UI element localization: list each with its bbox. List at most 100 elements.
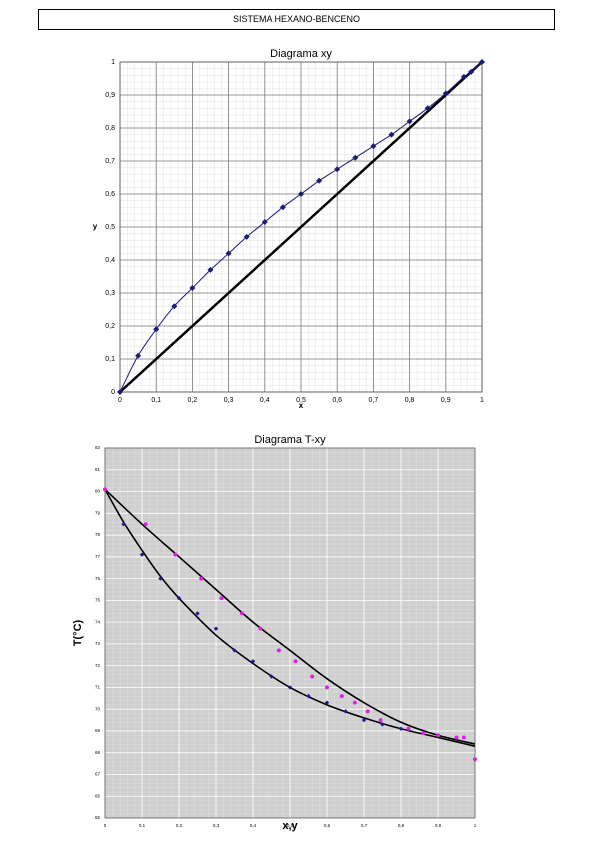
data-point xyxy=(195,611,200,616)
x-tick-label: 0,7 xyxy=(369,397,379,404)
x-tick-label: 0,5 xyxy=(287,823,294,828)
data-point xyxy=(261,219,268,226)
data-point xyxy=(250,659,256,664)
x-tick-label: 1 xyxy=(480,397,484,404)
y-tick-label: 0,7 xyxy=(105,158,115,165)
y-tick-label: 77 xyxy=(95,554,101,559)
data-point xyxy=(243,233,250,240)
y-tick-label: 0,4 xyxy=(105,257,115,264)
data-point xyxy=(219,596,224,601)
data-point xyxy=(306,693,311,699)
series-line xyxy=(119,61,483,393)
data-point xyxy=(139,552,145,557)
y-tick-label: 81 xyxy=(95,467,101,472)
x-tick-label: 0,4 xyxy=(250,823,257,828)
x-axis-label: x xyxy=(299,401,304,410)
y-tick-label: 73 xyxy=(95,641,101,646)
y-tick-label: 0,6 xyxy=(105,191,115,198)
data-point xyxy=(225,250,232,257)
data-point xyxy=(173,552,178,557)
x-tick-label: 0,1 xyxy=(151,397,161,404)
data-point xyxy=(199,576,204,581)
x-tick-label: 0 xyxy=(104,823,107,828)
x-axis-label: x,y xyxy=(282,820,298,832)
data-point xyxy=(370,143,377,150)
y-tick-label: 70 xyxy=(95,706,101,711)
data-point xyxy=(293,659,298,664)
data-point xyxy=(158,576,163,581)
data-point xyxy=(279,204,286,211)
x-tick-label: 0,7 xyxy=(361,823,368,828)
y-tick-label: 0,5 xyxy=(105,224,115,231)
data-point xyxy=(380,722,385,727)
y-tick-label: 79 xyxy=(95,510,101,515)
y-tick-label: 71 xyxy=(95,685,101,690)
chart-title: Diagrama xy xyxy=(270,48,332,60)
y-axis-label: T(°C) xyxy=(72,619,84,646)
data-point xyxy=(213,626,219,631)
x-tick-label: 0,8 xyxy=(405,397,415,404)
x-tick-label: 0,6 xyxy=(324,823,331,828)
data-point xyxy=(361,717,367,723)
header-title: SISTEMA HEXANO-BENCENO xyxy=(38,9,555,30)
data-point xyxy=(121,521,126,527)
data-point xyxy=(352,700,357,705)
data-point xyxy=(378,718,383,723)
plot-frame xyxy=(104,447,476,819)
x-tick-label: 0,9 xyxy=(441,397,451,404)
data-point xyxy=(479,59,485,65)
y-tick-label: 66 xyxy=(95,793,101,798)
data-point xyxy=(436,733,440,738)
y-tick-label: 76 xyxy=(95,576,101,581)
chart-title: Diagrama T-xy xyxy=(254,434,326,446)
data-point xyxy=(171,303,178,310)
data-point xyxy=(325,685,329,690)
data-point xyxy=(388,131,395,138)
y-tick-label: 0 xyxy=(111,389,115,396)
data-point xyxy=(424,105,431,112)
data-point xyxy=(143,522,148,527)
data-point xyxy=(339,694,344,699)
x-tick-label: 0,5 xyxy=(296,397,306,404)
y-tick-label: 0,2 xyxy=(105,323,115,330)
x-tick-label: 0,9 xyxy=(435,823,442,828)
y-tick-label: 74 xyxy=(95,619,101,624)
plot-frame xyxy=(119,61,483,393)
y-tick-label: 72 xyxy=(95,663,101,668)
data-point xyxy=(298,191,304,197)
data-point xyxy=(473,757,477,762)
y-tick-label: 69 xyxy=(95,728,101,733)
data-point xyxy=(343,709,348,714)
y-axis-label: y xyxy=(93,222,98,231)
data-point xyxy=(287,685,293,690)
y-tick-label: 82 xyxy=(95,445,101,450)
y-tick-label: 0,3 xyxy=(105,290,115,297)
y-tick-label: 0,1 xyxy=(105,356,115,363)
x-tick-label: 0 xyxy=(118,397,122,404)
y-tick-label: 65 xyxy=(95,815,101,820)
data-point xyxy=(406,118,413,125)
y-tick-label: 68 xyxy=(95,750,101,755)
data-point xyxy=(310,674,315,679)
data-point xyxy=(117,389,123,395)
y-tick-label: 75 xyxy=(95,598,101,603)
y-tick-label: 80 xyxy=(95,489,101,494)
data-point xyxy=(258,626,263,631)
data-point xyxy=(324,700,330,705)
data-point xyxy=(454,735,459,740)
data-point xyxy=(276,648,281,653)
data-point xyxy=(421,731,426,736)
y-tick-label: 67 xyxy=(95,772,101,777)
data-point xyxy=(153,326,160,333)
data-point xyxy=(352,154,359,161)
data-point xyxy=(316,177,323,184)
x-tick-label: 0,4 xyxy=(260,397,270,404)
x-tick-label: 0,6 xyxy=(332,397,342,404)
x-tick-label: 0,1 xyxy=(139,823,146,828)
data-point xyxy=(334,166,341,173)
data-point xyxy=(406,726,411,731)
x-tick-label: 0,3 xyxy=(224,397,234,404)
x-tick-label: 0,8 xyxy=(398,823,405,828)
